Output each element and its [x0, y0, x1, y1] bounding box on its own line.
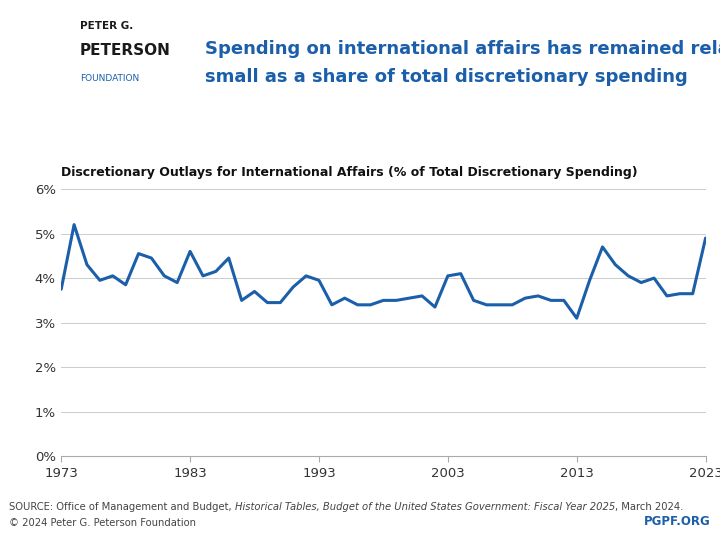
- Text: PGPF.ORG: PGPF.ORG: [644, 515, 711, 528]
- Polygon shape: [21, 64, 41, 68]
- Text: Spending on international affairs has remained relatively: Spending on international affairs has re…: [205, 40, 720, 58]
- Text: , March 2024.: , March 2024.: [616, 502, 684, 512]
- Text: PETERSON: PETERSON: [80, 43, 171, 58]
- Text: SOURCE: Office of Management and Budget,: SOURCE: Office of Management and Budget,: [9, 502, 235, 512]
- Polygon shape: [27, 18, 35, 40]
- Text: Discretionary Outlays for International Affairs (% of Total Discretionary Spendi: Discretionary Outlays for International …: [61, 166, 638, 179]
- Polygon shape: [28, 44, 34, 60]
- Polygon shape: [21, 8, 38, 18]
- Polygon shape: [25, 40, 37, 44]
- Text: small as a share of total discretionary spending: small as a share of total discretionary …: [205, 68, 688, 85]
- Text: PETER G.: PETER G.: [80, 21, 133, 31]
- Text: Historical Tables, Budget of the United States Government: Fiscal Year 2025: Historical Tables, Budget of the United …: [235, 502, 616, 512]
- Text: © 2024 Peter G. Peterson Foundation: © 2024 Peter G. Peterson Foundation: [9, 518, 197, 528]
- Text: FOUNDATION: FOUNDATION: [80, 74, 139, 83]
- Polygon shape: [23, 60, 38, 64]
